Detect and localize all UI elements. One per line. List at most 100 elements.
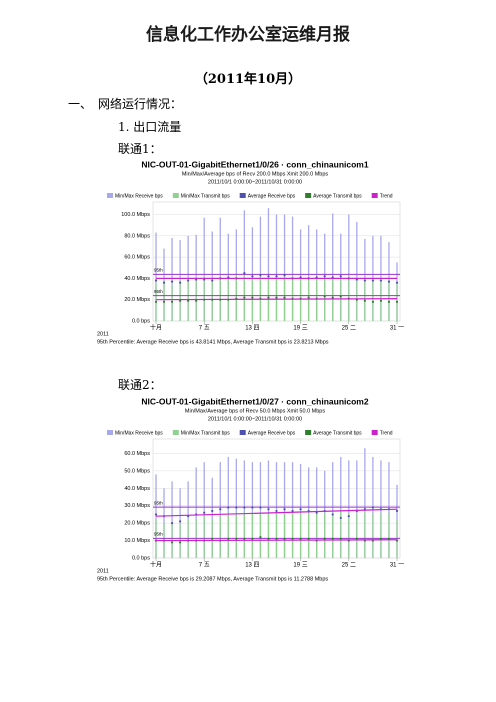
y-tick-label: 60.0 Mbps [124,451,150,457]
avg-point [170,300,174,303]
avg-point [203,511,206,514]
percentile-label: 95th [154,268,163,273]
avg-point [259,274,262,277]
avg-point [251,275,254,278]
avg-point [243,271,246,275]
avg-point [179,281,182,284]
x-tick-label: 19 三 [293,325,307,332]
avg-point [363,299,366,302]
legend-swatch [371,430,378,435]
avg-point [395,509,399,513]
legend-swatch [172,430,179,435]
trend-line [155,539,398,542]
avg-point [243,296,246,299]
percentile-label: 95th [154,532,163,537]
chart-subtitle: Min/Max/Average bps of Recv 50.0 Mbps Xm… [185,408,325,414]
avg-point [371,506,374,509]
avg-point [307,537,310,540]
year-label: 2011 [97,568,109,574]
legend-label: Trend [380,193,393,199]
x-tick-label: 31 一 [390,563,404,569]
avg-point [379,299,383,302]
chart-title: NIC-OUT-01-GigabitEthernet1/0/26 · conn_… [141,159,368,169]
y-tick-label: 80.0 Mbps [124,233,150,239]
legend-label: Min/Max Receive bps [115,193,163,199]
legend-label: Trend [380,430,393,436]
avg-point [162,300,166,303]
avg-point [170,522,174,525]
y-tick-label: 30.0 Mbps [124,503,150,509]
legend-label: Average Transmit bps [313,430,362,436]
y-tick-label: 40.0 Mbps [124,276,150,282]
avg-point [339,275,342,278]
avg-point [211,279,214,282]
x-tick-label: 13 四 [245,562,259,569]
avg-point [379,279,383,282]
avg-point [219,508,222,511]
y-tick-label: 20.0 Mbps [124,521,150,527]
chart: NIC-OUT-01-GigabitEthernet1/0/27 · conn_… [97,396,404,582]
avg-point [331,296,334,299]
avg-point [291,537,294,540]
chart-subtitle: Min/Max/Average bps of Recv 200.0 Mbps X… [182,171,329,177]
legend-swatch [305,193,312,198]
legend-swatch [172,193,179,198]
avg-point [387,300,391,303]
chart-title: NIC-OUT-01-GigabitEthernet1/0/27 · conn_… [141,396,368,406]
subsection-heading: 1. 出口流量 [118,120,182,134]
avg-point [331,513,334,516]
x-tick-label: 7 五 [199,325,210,332]
legend-swatch [305,430,312,435]
trend-line [155,508,398,517]
avg-point [211,509,214,513]
avg-point [227,537,230,540]
year-label: 2011 [97,331,109,337]
legend-swatch [107,430,113,435]
avg-point [371,300,374,303]
avg-point [275,537,278,540]
doc-title: 信息化工作办公室运维月报 [146,25,350,45]
chart-period: 2011/10/1 0:00:00~2011/10/31 0:00:00 [208,179,302,185]
y-tick-label: 40.0 Mbps [124,486,150,492]
avg-point [299,508,302,511]
avg-point [162,281,166,284]
avg-point [339,516,342,520]
legend-swatch [371,193,378,198]
y-tick-label: 50.0 Mbps [124,468,150,474]
avg-point [387,280,391,283]
y-tick-label: 0.0 bps [132,318,150,324]
avg-point [347,515,350,518]
legend-label: Min/Max Transmit bps [181,193,230,199]
x-tick-label: 19 三 [293,562,307,569]
y-tick-label: 0.0 bps [132,555,150,561]
y-tick-label: 100.0 Mbps [121,212,150,218]
avg-point [371,279,374,282]
avg-point [227,506,230,509]
chart-footer: 95th Percentile: Average Receive bps is … [97,339,329,345]
legend-label: Min/Max Receive bps [115,430,163,436]
link-label: 联通2： [118,378,162,392]
avg-point [299,537,302,540]
avg-point [187,299,190,302]
avg-point [154,513,158,516]
legend-label: Average Transmit bps [313,193,362,199]
legend-label: Min/Max Transmit bps [181,430,230,436]
avg-point [170,541,174,544]
avg-point [307,296,310,299]
avg-point [363,279,366,282]
y-tick-label: 60.0 Mbps [124,255,150,261]
avg-point [267,508,270,511]
section-heading: 一、 网络运行情况： [68,97,183,111]
chart-footer: 95th Percentile: Average Receive bps is … [97,576,328,582]
avg-point [251,506,254,509]
avg-point [154,300,158,303]
avg-point [179,299,182,302]
avg-point [275,296,278,299]
avg-point [243,537,246,540]
chart-period: 2011/10/1 0:00:00~2011/10/31 0:00:00 [208,416,302,422]
x-tick-label: 25 二 [342,563,356,569]
avg-point [283,274,286,277]
avg-point [235,537,238,540]
x-tick-label: 25 二 [342,326,356,332]
